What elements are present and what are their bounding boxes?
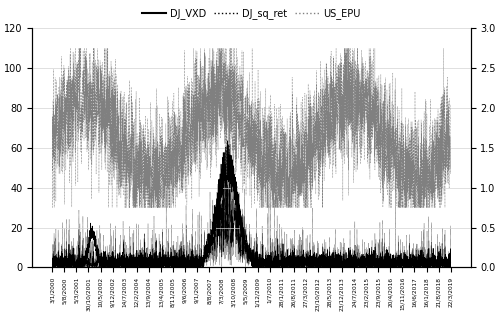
Legend: DJ_VXD, DJ_sq_ret, US_EPU: DJ_VXD, DJ_sq_ret, US_EPU [138,5,365,23]
